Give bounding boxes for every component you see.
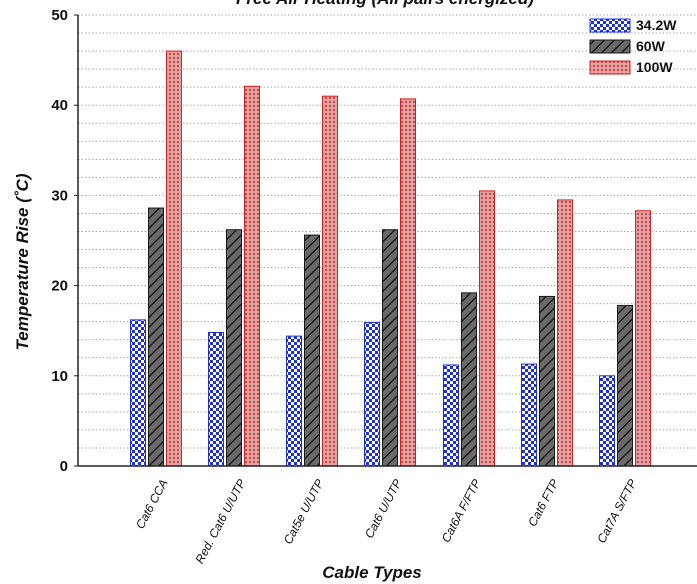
- bar-342w: [599, 375, 615, 467]
- bars: [130, 50, 651, 467]
- y-axis-label: Temperature Rise (˚C): [13, 173, 32, 350]
- x-tick-label: Cat6 U/UTP: [362, 477, 405, 541]
- y-tick-label: 30: [51, 187, 68, 204]
- x-tick-label: Cat6 CCA: [133, 477, 171, 531]
- x-tick-label: Cat6A F/FTP: [439, 477, 484, 545]
- legend: 34.2W 60W 100W: [589, 17, 677, 75]
- legend-swatch: [589, 18, 631, 33]
- y-tick-label: 20: [51, 278, 68, 295]
- x-tick-label: Red. Cat6 U/UTP: [192, 477, 248, 566]
- bar-100w: [557, 199, 573, 467]
- bar-100w: [244, 85, 260, 467]
- chart-title: Free Air Heating (All pairs energized): [236, 0, 534, 8]
- bar-60w: [461, 292, 477, 467]
- x-tick-label: Cat5e U/UTP: [281, 477, 327, 547]
- bar-342w: [286, 335, 302, 467]
- x-axis-label: Cable Types: [322, 563, 422, 582]
- bar-342w: [364, 322, 380, 467]
- bar-342w: [130, 319, 146, 467]
- bar-60w: [148, 207, 164, 467]
- legend-label: 34.2W: [636, 17, 677, 33]
- legend-swatch: [589, 39, 631, 54]
- bar-342w: [521, 363, 537, 467]
- y-tick-label: 0: [60, 458, 68, 475]
- bar-100w: [479, 190, 495, 467]
- bar-60w: [382, 229, 398, 467]
- bar-100w: [635, 210, 651, 467]
- bar-60w: [226, 229, 242, 467]
- legend-label: 60W: [636, 38, 666, 54]
- x-tick-label: Cat7A S/FTP: [594, 477, 639, 546]
- bar-100w: [166, 50, 182, 467]
- bar-60w: [617, 304, 633, 467]
- y-tick-label: 50: [51, 7, 68, 24]
- y-tick-label: 10: [51, 368, 68, 385]
- bar-100w: [322, 95, 338, 467]
- bar-100w: [400, 98, 416, 467]
- bar-60w: [304, 234, 320, 467]
- legend-swatch: [589, 60, 631, 75]
- y-tick-label: 40: [51, 97, 68, 114]
- bar-60w: [539, 295, 555, 467]
- x-tick-labels: Cat6 CCA Red. Cat6 U/UTP Cat5e U/UTP Cat6 U…: [133, 477, 640, 566]
- y-tick-labels: 0 10 20 30 40 50: [51, 7, 78, 475]
- bar-342w: [443, 364, 459, 467]
- legend-label: 100W: [636, 59, 673, 75]
- x-tick-label: Cat6 FTP: [525, 477, 561, 529]
- bar-342w: [208, 332, 224, 467]
